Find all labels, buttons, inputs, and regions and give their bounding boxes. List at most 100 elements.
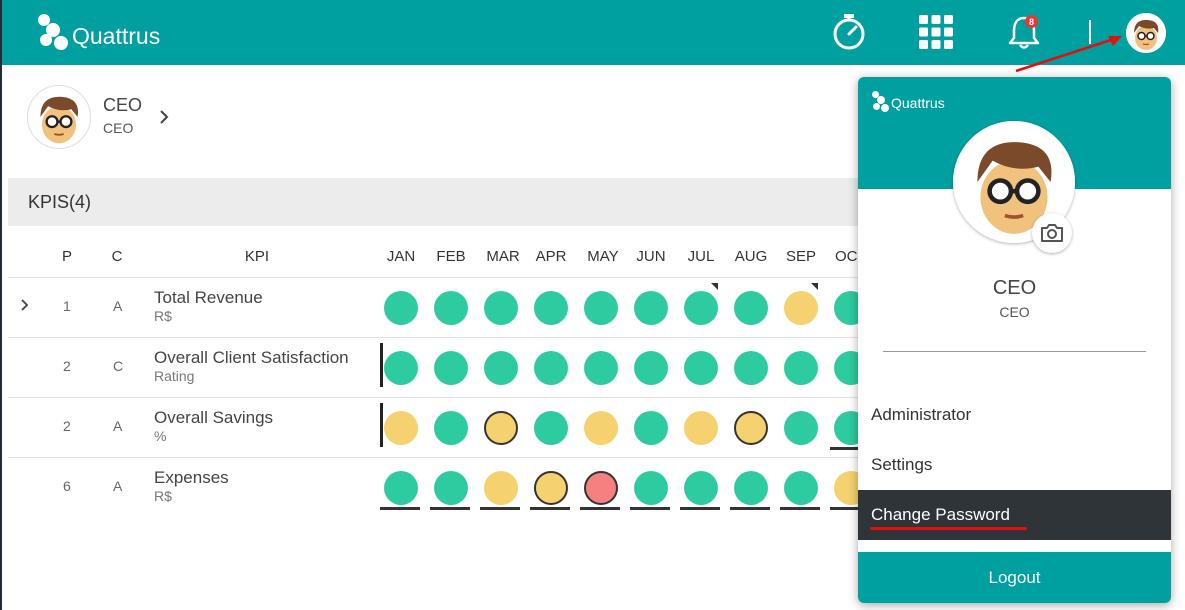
kpi-unit: R$ xyxy=(154,308,172,324)
logout-button[interactable]: Logout xyxy=(858,552,1171,603)
status-dot-yellow[interactable] xyxy=(784,291,818,325)
header-p[interactable]: P xyxy=(61,248,72,265)
row-p: 6 xyxy=(63,478,71,494)
row-divider xyxy=(8,337,858,338)
cell-underline xyxy=(830,507,858,510)
status-dot-green[interactable] xyxy=(484,351,518,385)
kpi-unit: % xyxy=(154,428,167,444)
header-kpi[interactable]: KPI xyxy=(244,248,270,265)
cell-underline xyxy=(430,507,470,510)
notification-badge: 8 xyxy=(1025,15,1038,28)
comment-indicator xyxy=(711,283,718,290)
status-dot-green[interactable] xyxy=(634,351,668,385)
cell-underline xyxy=(530,507,570,510)
row-c: A xyxy=(113,418,123,434)
profile-menu-logo: Quattrus xyxy=(872,91,945,113)
profile-avatar-button[interactable] xyxy=(1126,13,1166,53)
status-dot-green[interactable] xyxy=(534,291,568,325)
cell-underline xyxy=(630,507,670,510)
user-avatar xyxy=(27,85,91,149)
profile-menu-name: CEO xyxy=(992,277,1037,299)
status-dot-green[interactable] xyxy=(434,291,468,325)
menu-item-label: Administrator xyxy=(871,405,972,424)
status-dot-yellow[interactable] xyxy=(384,411,418,445)
header-month: OC xyxy=(835,248,858,265)
header-month: MAY xyxy=(587,248,619,265)
brand-name: Quattrus xyxy=(72,22,161,49)
status-dot-green[interactable] xyxy=(434,351,468,385)
status-dot-green[interactable] xyxy=(434,411,468,445)
status-dot-green[interactable] xyxy=(634,411,668,445)
comment-indicator xyxy=(811,283,818,290)
kpi-unit: R$ xyxy=(154,488,172,504)
bell-icon[interactable]: 8 xyxy=(1004,12,1044,52)
status-dot-red-ringed[interactable] xyxy=(584,471,618,505)
status-dot-green[interactable] xyxy=(634,291,668,325)
row-divider xyxy=(8,277,858,278)
chevron-right-icon[interactable] xyxy=(158,108,170,131)
brand-logo-mark xyxy=(38,14,68,52)
status-dot-green[interactable] xyxy=(534,411,568,445)
kpi-unit: Rating xyxy=(154,368,195,384)
profile-menu-brand: Quattrus xyxy=(891,95,945,111)
status-dot-yellow-ringed[interactable] xyxy=(534,471,568,505)
kpi-name[interactable]: Total Revenue xyxy=(154,288,263,307)
kpi-name[interactable]: Expenses xyxy=(154,468,229,487)
status-dot-green[interactable] xyxy=(734,291,768,325)
status-dot-green[interactable] xyxy=(384,471,418,505)
header-month: FEB xyxy=(436,248,466,265)
profile-menu-divider xyxy=(883,351,1146,352)
menu-item-label: Change Password xyxy=(871,505,1010,524)
status-dot-green[interactable] xyxy=(784,411,818,445)
kpi-name[interactable]: Overall Savings xyxy=(154,408,274,427)
camera-icon[interactable] xyxy=(1032,213,1072,253)
status-dot-green[interactable] xyxy=(584,291,618,325)
status-dot-yellow[interactable] xyxy=(684,411,718,445)
status-dot-green[interactable] xyxy=(484,291,518,325)
status-dot-green[interactable] xyxy=(584,351,618,385)
status-dot-green[interactable] xyxy=(734,471,768,505)
status-dot-green[interactable] xyxy=(734,351,768,385)
menu-item-label: Settings xyxy=(871,455,933,474)
status-dot-green[interactable] xyxy=(684,471,718,505)
header-month: JAN xyxy=(386,248,416,265)
status-dot-green[interactable] xyxy=(684,351,718,385)
row-p: 2 xyxy=(63,358,71,374)
kpi-name[interactable]: Overall Client Satisfaction xyxy=(154,348,349,367)
row-p: 1 xyxy=(63,298,71,314)
menu-item-administrator[interactable]: Administrator xyxy=(858,390,1171,440)
row-c: A xyxy=(113,298,123,314)
status-dot-green[interactable] xyxy=(784,471,818,505)
annotation-arrow xyxy=(1015,36,1122,73)
apps-grid-icon[interactable] xyxy=(916,12,956,52)
status-dot-yellow-ringed[interactable] xyxy=(484,411,518,445)
header-month: SEP xyxy=(785,248,816,265)
status-dot-green[interactable] xyxy=(784,351,818,385)
menu-item-settings[interactable]: Settings xyxy=(858,440,1171,490)
stopwatch-icon[interactable] xyxy=(829,12,869,52)
status-dot-yellow-ringed[interactable] xyxy=(734,411,768,445)
window-edge xyxy=(0,0,2,610)
status-dot-green[interactable] xyxy=(434,471,468,505)
menu-item-change-password[interactable]: Change Password xyxy=(858,490,1171,540)
status-dot-green[interactable] xyxy=(384,291,418,325)
row-marker xyxy=(380,343,383,387)
header-c[interactable]: C xyxy=(111,248,123,265)
status-dot-green[interactable] xyxy=(634,471,668,505)
status-dot-green[interactable] xyxy=(384,351,418,385)
header-month: MAR xyxy=(486,248,520,265)
row-divider xyxy=(8,397,858,398)
status-dot-green[interactable] xyxy=(684,291,718,325)
header-month: APR xyxy=(535,248,567,265)
brand-logo[interactable]: Quattrus xyxy=(38,14,160,52)
header-month: JUL xyxy=(687,248,715,265)
annotation-underline xyxy=(870,527,1027,530)
status-dot-green[interactable] xyxy=(534,351,568,385)
status-dot-yellow[interactable] xyxy=(484,471,518,505)
kpi-section-title: KPIS(4) xyxy=(28,192,92,212)
cell-underline xyxy=(480,507,520,510)
cell-underline xyxy=(780,507,820,510)
status-dot-yellow[interactable] xyxy=(584,411,618,445)
expand-row-chevron-icon[interactable] xyxy=(20,298,30,315)
